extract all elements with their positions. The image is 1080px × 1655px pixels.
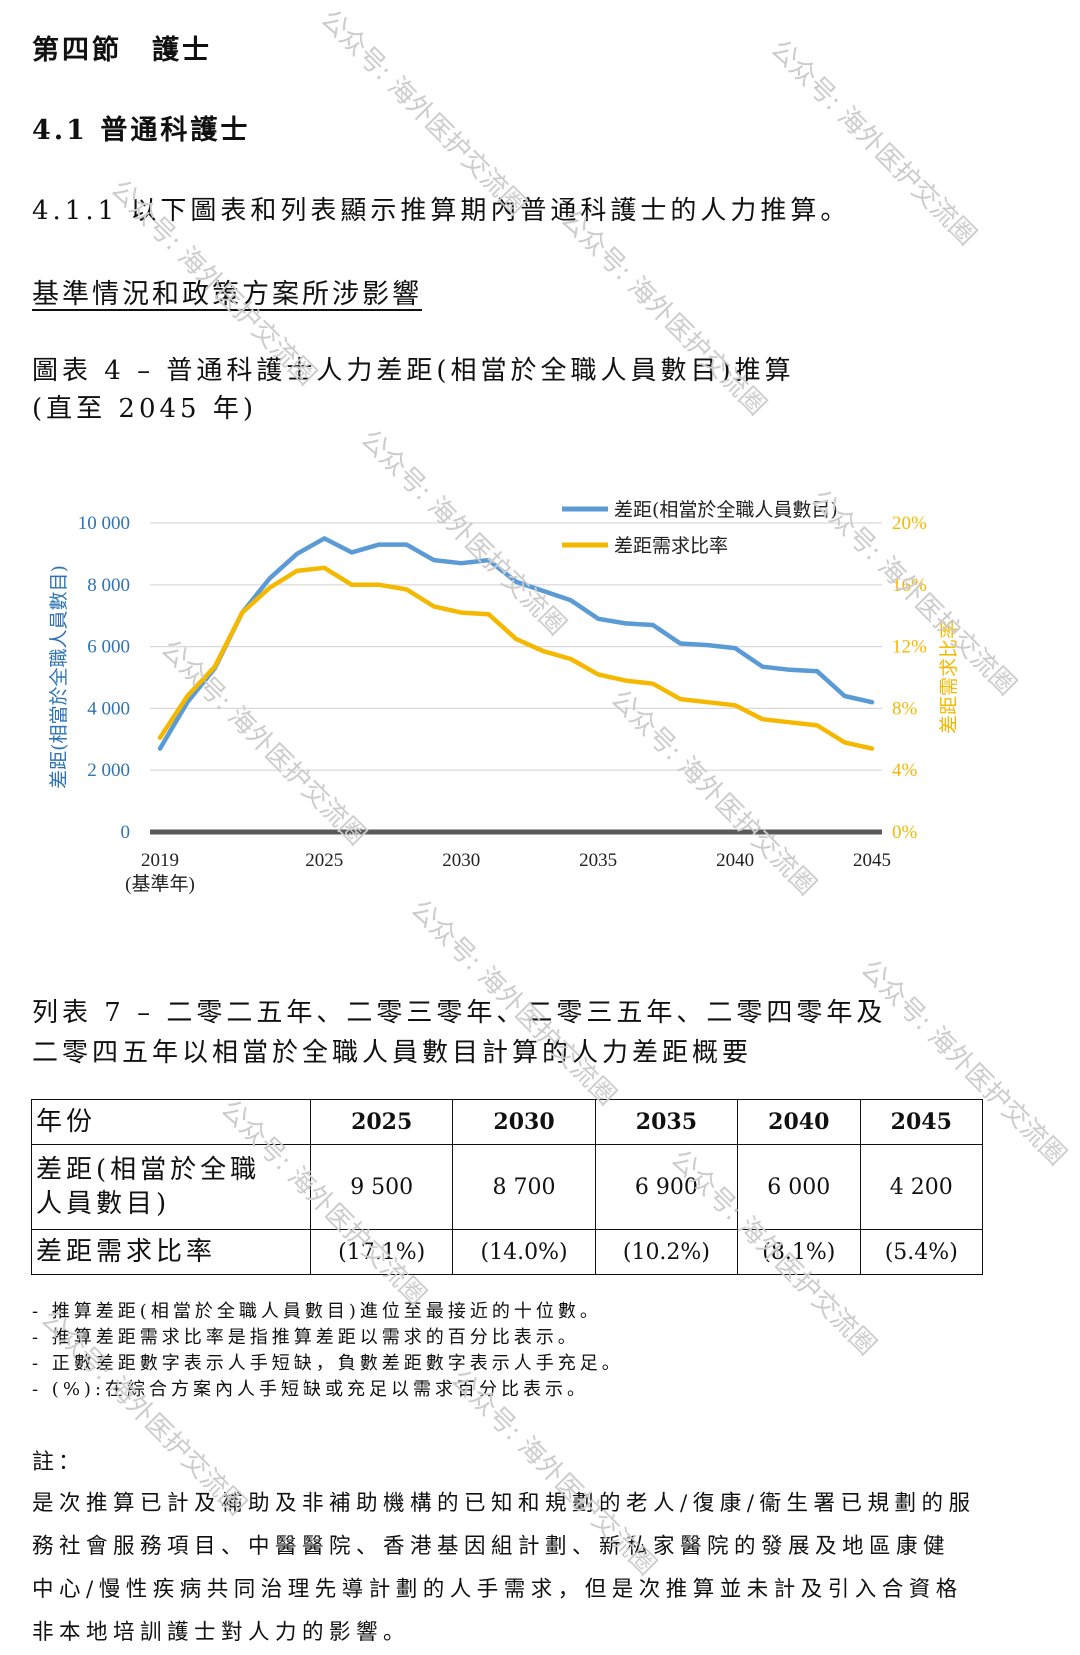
y-tick-label-left: 8 000 (87, 575, 130, 596)
series-line-2 (157, 565, 875, 751)
chart-caption-line1: 圖表 4 – 普通科護士人力差距(相當於全職人員數目)推算 (32, 356, 795, 386)
y-tick-label-left: 0 (121, 822, 131, 843)
table-notes: - 推算差距(相當於全職人員數目)進位至最接近的十位數。 - 推算差距需求比率是… (32, 1299, 624, 1403)
ratio-value-2035: (10.2%) (594, 1229, 739, 1275)
remark-line-3: 中心/慢性疾病共同治理先導計劃的人手需求，但是次推算並未計及引入合資格 (32, 1577, 963, 1602)
y-axis-title-right: 差距需求比率 (938, 620, 960, 734)
remark-label: 註： (32, 1450, 85, 1475)
gap-label-line2: 人員數目) (36, 1189, 171, 1219)
ratio-value-2045: (5.4%) (859, 1229, 984, 1275)
y-tick-label-right: 12% (892, 637, 927, 658)
ratio-value-2040: (8.1%) (737, 1229, 861, 1275)
gap-summary-table: 年份 2025 2030 2035 2040 2045 差距(相當於全職 人員數… (31, 1099, 984, 1275)
gap-value-2030: 8 700 (452, 1144, 596, 1230)
y-tick-label-left: 4 000 (87, 698, 130, 719)
y-tick-label-right: 16% (892, 575, 927, 596)
legend-label: 差距(相當於全職人員數目) (614, 499, 838, 521)
remark-line-2: 務社會服務項目、中醫醫院、香港基因組計劃、新私家醫院的發展及地區康健 (32, 1534, 951, 1559)
ratio-value-2025: (17.1%) (309, 1229, 454, 1275)
year-2025: 2025 (309, 1099, 454, 1145)
remark-paragraph: 是次推算已計及補助及非補助機構的已知和規劃的老人/復康/衞生署已規劃的服 務社會… (32, 1482, 1062, 1654)
y-tick-label-right: 0% (892, 822, 918, 843)
year-2045: 2045 (859, 1099, 984, 1145)
x-base-year-label: (基準年) (125, 873, 195, 895)
gap-value-2035: 6 900 (594, 1144, 739, 1230)
year-2035: 2035 (594, 1099, 739, 1145)
legend-label: 差距需求比率 (614, 535, 728, 557)
table-row-ratio: 差距需求比率 (17.1%) (14.0%) (10.2%) (8.1%) (5… (31, 1229, 984, 1275)
table-caption-line1: 列表 7 – 二零二五年、二零三零年、二零三五年、二零四零年及 (32, 998, 887, 1028)
remark-line-4: 非本地培訓護士對人力的影響。 (32, 1620, 411, 1645)
section-heading: 第四節 護士 (32, 35, 212, 66)
note-4: - (%):在綜合方案內人手短缺或充足以需求百分比表示。 (32, 1379, 590, 1400)
y-tick-label-left: 6 000 (87, 637, 130, 658)
y-tick-label-right: 20% (892, 513, 927, 534)
scenario-heading: 基準情況和政策方案所涉影響 (32, 279, 422, 310)
gap-value-2040: 6 000 (737, 1144, 861, 1230)
gap-value-2045: 4 200 (859, 1144, 984, 1230)
y-axis-title-left: 差距(相當於全職人員數目) (48, 565, 70, 789)
x-tick-label: 2019 (141, 850, 179, 871)
chart-caption: 圖表 4 – 普通科護士人力差距(相當於全職人員數目)推算 (直至 2045 年… (32, 352, 1032, 428)
gap-value-2025: 9 500 (309, 1144, 454, 1230)
y-tick-label-left: 10 000 (78, 513, 130, 534)
chart-caption-line2: (直至 2045 年) (32, 394, 257, 424)
watermark: 公众号: 海外医护交流圈 (314, 4, 532, 222)
table-header-row: 年份 2025 2030 2035 2040 2045 (31, 1099, 984, 1145)
x-tick-label: 2045 (853, 850, 891, 871)
y-tick-label-right: 4% (892, 760, 918, 781)
year-2030: 2030 (452, 1099, 596, 1145)
series-line-1 (157, 536, 875, 751)
y-tick-label-right: 8% (892, 698, 918, 719)
gap-label-line1: 差距(相當於全職 (36, 1155, 261, 1185)
x-tick-label: 2035 (579, 850, 617, 871)
year-2040: 2040 (737, 1099, 861, 1145)
table-row-gap: 差距(相當於全職 人員數目) 9 500 8 700 6 900 6 000 4… (31, 1144, 984, 1230)
subsection-heading: 4.1 普通科護士 (32, 115, 251, 146)
note-2: - 推算差距需求比率是指推算差距以需求的百分比表示。 (32, 1327, 580, 1348)
ratio-value-2030: (14.0%) (452, 1229, 596, 1275)
note-1: - 推算差距(相當於全職人員數目)進位至最接近的十位數。 (32, 1301, 602, 1322)
table-caption-line2: 二零四五年以相當於全職人員數目計算的人力差距概要 (32, 1038, 753, 1068)
intro-paragraph: 4.1.1 以下圖表和列表顯示推算期內普通科護士的人力推算。 (32, 196, 851, 226)
note-3: - 正數差距數字表示人手短缺，負數差距數字表示人手充足。 (32, 1353, 624, 1374)
x-tick-label: 2040 (716, 850, 754, 871)
x-tick-label: 2030 (442, 850, 480, 871)
remark-line-1: 是次推算已計及補助及非補助機構的已知和規劃的老人/復康/衞生署已規劃的服 (32, 1491, 976, 1516)
ratio-label: 差距需求比率 (31, 1229, 311, 1275)
table-caption: 列表 7 – 二零二五年、二零三零年、二零三五年、二零四零年及 二零四五年以相當… (32, 993, 1062, 1073)
manpower-gap-chart: 0 0% 2 000 4% 4 000 8% 6 000 12% 8 000 16% 10 000 2… (48, 499, 960, 895)
x-tick-label: 2025 (305, 850, 343, 871)
y-tick-label-left: 2 000 (87, 760, 130, 781)
gap-label: 差距(相當於全職 人員數目) (31, 1144, 311, 1230)
header-label: 年份 (31, 1099, 311, 1145)
